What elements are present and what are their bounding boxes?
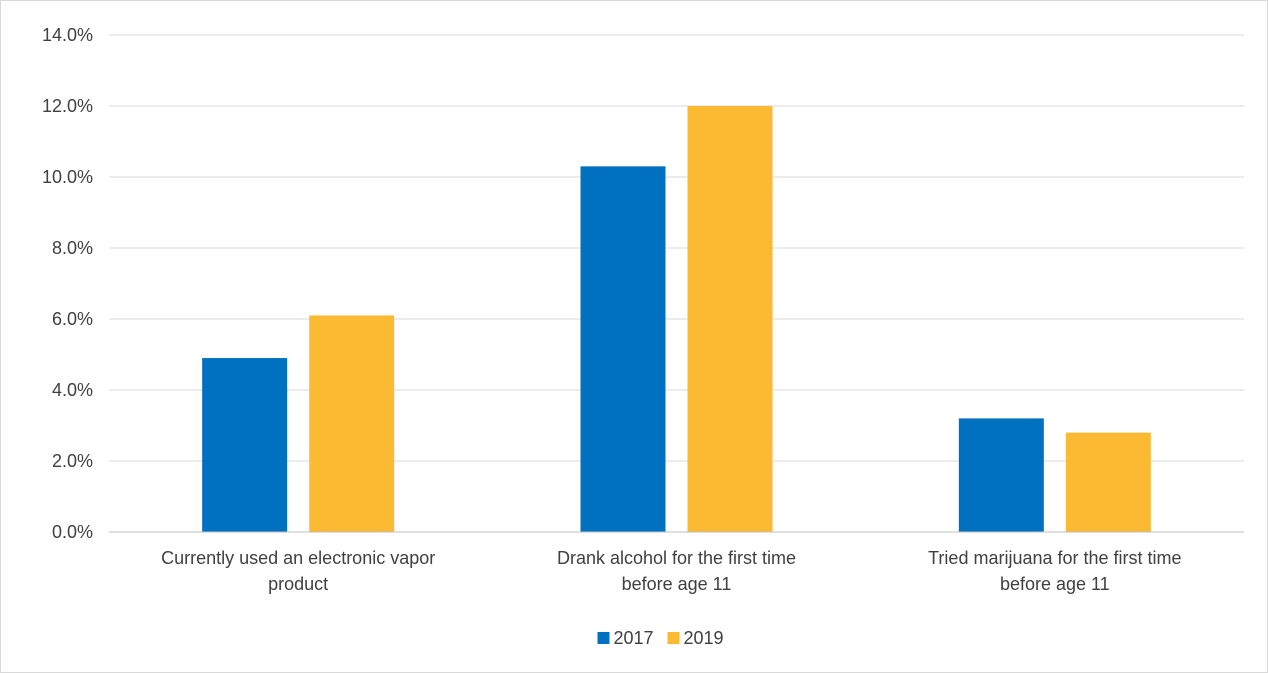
legend-swatch-2019 (667, 632, 680, 644)
y-tick-label: 10.0% (42, 167, 93, 187)
category-label: Currently used an electronic vapor (161, 548, 435, 568)
legend-label-2017: 2017 (614, 628, 654, 648)
y-tick-label: 8.0% (52, 238, 93, 258)
bars (202, 106, 1151, 532)
y-tick-label: 4.0% (52, 380, 93, 400)
category-labels: Currently used an electronic vapor produc… (161, 548, 1181, 594)
y-axis-tick-labels: 0.0% 2.0% 4.0% 6.0% 8.0% 10.0% 12.0% 14.0% (42, 25, 93, 542)
category-label: before age 11 (1000, 574, 1110, 594)
bar-2017-0 (202, 358, 288, 532)
category-label: product (268, 574, 328, 594)
bar-2019-2 (1065, 432, 1151, 532)
y-tick-label: 2.0% (52, 451, 93, 471)
y-tick-label: 6.0% (52, 309, 93, 329)
gridlines (109, 34, 1244, 462)
category-label: before age 11 (622, 574, 732, 594)
y-tick-label: 12.0% (42, 96, 93, 116)
bar-2019-1 (687, 106, 773, 532)
bar-2019-0 (309, 315, 395, 532)
legend-swatch-2017 (597, 632, 610, 644)
category-label: Drank alcohol for the first time (557, 548, 796, 568)
category-label: Tried marijuana for the first time (928, 548, 1181, 568)
legend: 2017 2019 (597, 628, 724, 648)
bar-2017-2 (958, 418, 1044, 532)
y-tick-label: 0.0% (52, 522, 93, 542)
bar-2017-1 (580, 166, 666, 532)
legend-label-2019: 2019 (684, 628, 724, 648)
y-tick-label: 14.0% (42, 25, 93, 45)
